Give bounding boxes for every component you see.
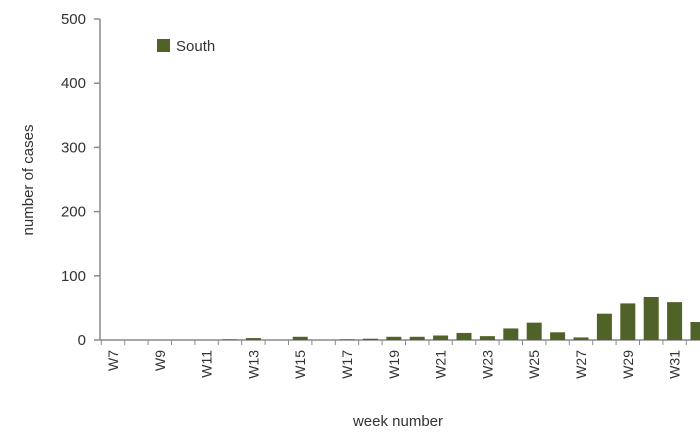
x-tick-label: W9 [152,350,168,371]
bar-W25 [527,323,542,340]
x-tick-label: W27 [573,350,589,379]
tick-labels: 0 100 200 300 400 500 W7 W9 W11 W13 W15 W17 W19 W21 W2… [61,11,683,379]
bar-W20 [410,337,425,340]
y-tick-label: 300 [61,139,86,156]
bar-W31 [667,302,682,340]
y-tick-label: 400 [61,75,86,92]
bar-W17 [340,339,355,340]
x-tick-label: W31 [667,350,683,379]
bar-W15 [293,337,308,340]
x-tick-label: W29 [620,350,636,379]
bar-W30 [644,297,659,340]
legend: South [157,38,215,55]
bar-W18 [363,339,378,340]
bar-W32 [691,322,700,340]
x-tick-label: W25 [526,350,542,379]
bar-W23 [480,336,495,340]
legend-label: South [176,38,215,55]
y-axis-title: number of cases [20,125,37,236]
y-tick-label: 0 [78,332,86,349]
bar-W21 [433,336,448,340]
x-tick-label: W23 [479,350,495,379]
x-tick-label: W15 [292,350,308,379]
bar-W26 [550,332,565,340]
bar-W13 [246,338,261,340]
bars [223,297,700,340]
x-tick-label: W21 [433,350,449,379]
bar-W12 [223,339,238,340]
legend-swatch [157,39,170,52]
bar-W19 [386,337,401,340]
bar-W22 [457,333,472,340]
x-tick-label: W7 [105,350,121,371]
x-axis-title: week number [352,413,443,430]
x-tick-label: W19 [386,350,402,379]
x-tick-label: W17 [339,350,355,379]
bar-W24 [503,328,518,340]
axes [94,19,700,345]
bar-W27 [574,337,589,340]
bar-W29 [620,303,635,340]
x-tick-label: W13 [245,350,261,379]
x-tick-label: W11 [199,350,215,378]
y-tick-label: 200 [61,204,86,221]
bar-W28 [597,314,612,340]
y-tick-label: 500 [61,11,86,28]
y-tick-label: 100 [61,268,86,285]
